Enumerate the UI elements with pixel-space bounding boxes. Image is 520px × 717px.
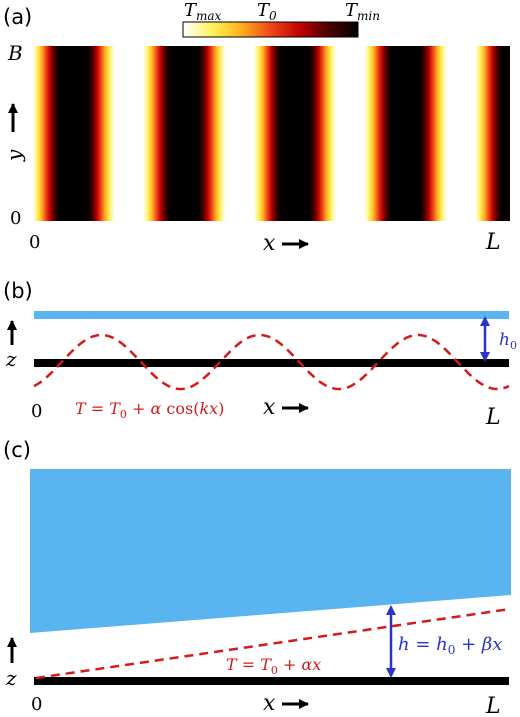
y-bottom-label: 0 xyxy=(10,208,21,229)
x-end-label: L xyxy=(485,230,501,255)
x-axis-label: x xyxy=(263,691,276,716)
temperature-field xyxy=(34,46,510,221)
panel-c-label: (c) xyxy=(3,438,31,462)
panel-b-label: (b) xyxy=(3,279,33,303)
z-axis-label: z xyxy=(5,347,17,371)
x-start-label: 0 xyxy=(31,401,42,422)
fluid-film-wedge xyxy=(30,469,511,633)
x-axis-label: x xyxy=(263,231,276,256)
temperature-profile-cosine xyxy=(33,333,510,391)
panel-a-label: (a) xyxy=(3,5,32,29)
x-start-label: 0 xyxy=(29,232,40,253)
colorbar-mid-label: T0 xyxy=(257,0,277,23)
substrate xyxy=(34,677,509,685)
panel-b: (b) h0 z 0 x L T = T0 + α cos(kx) xyxy=(3,279,517,430)
x-axis-label: x xyxy=(263,395,276,420)
colorbar xyxy=(182,21,359,38)
substrate xyxy=(34,359,509,367)
thickness-equation: h = h0 + βx xyxy=(398,634,502,657)
temperature-equation-linear: T = T0 + αx xyxy=(226,655,321,677)
z-axis-label: z xyxy=(5,666,17,690)
y-axis-label: y xyxy=(2,149,26,162)
x-start-label: 0 xyxy=(31,694,42,715)
y-top-label: B xyxy=(7,41,23,65)
x-end-label: L xyxy=(485,405,501,430)
x-end-label: L xyxy=(485,694,501,717)
colorbar-max-label: Tmax xyxy=(184,0,222,23)
temperature-profile-linear xyxy=(35,607,511,680)
fluid-film-surface xyxy=(34,311,509,319)
panel-c: (c) h = h0 + βx T = T0 + αx z 0 x L xyxy=(3,438,511,717)
colorbar-min-label: Tmin xyxy=(345,0,380,23)
temperature-equation-cosine: T = T0 + α cos(kx) xyxy=(75,399,224,421)
h0-label: h0 xyxy=(499,330,517,352)
panel-a: (a) Tmax T0 Tmin B y 0 0 x L xyxy=(2,0,510,256)
